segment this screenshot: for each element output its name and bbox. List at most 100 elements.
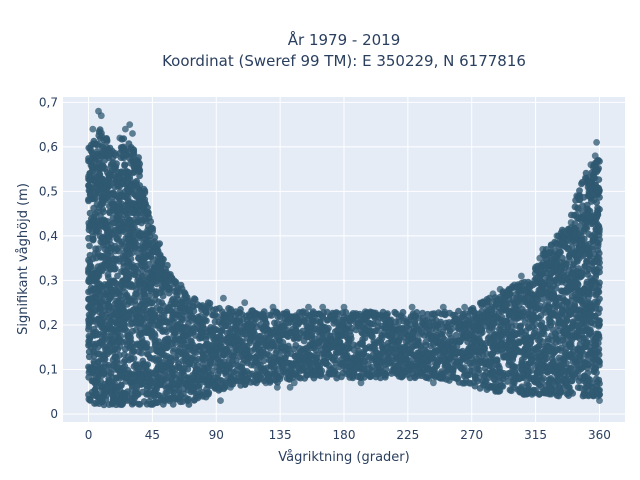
data-point [460, 364, 468, 371]
data-point [127, 334, 134, 342]
data-point [117, 333, 125, 340]
data-point [161, 368, 168, 375]
data-point [115, 351, 123, 359]
data-point [539, 295, 547, 303]
data-point [133, 218, 140, 226]
data-point [506, 291, 514, 299]
data-point [413, 309, 421, 316]
data-point [151, 234, 159, 241]
data-point [112, 279, 120, 287]
data-point [452, 331, 460, 339]
data-point [138, 273, 146, 280]
data-point [98, 298, 106, 305]
data-point [395, 318, 402, 326]
data-point [531, 320, 539, 328]
data-point [374, 327, 381, 334]
data-point [164, 261, 171, 269]
data-point [527, 338, 535, 346]
data-point [368, 364, 376, 371]
data-point [146, 292, 153, 300]
data-point [546, 303, 554, 311]
data-point [419, 309, 426, 317]
data-point [474, 364, 481, 371]
data-point [167, 354, 175, 361]
data-point [559, 306, 566, 314]
data-point [548, 319, 556, 327]
data-point [103, 136, 111, 144]
data-point [148, 224, 156, 232]
data-point [382, 371, 390, 378]
data-point [139, 373, 147, 381]
data-point [95, 245, 102, 253]
data-point [190, 307, 198, 315]
data-point [159, 287, 167, 295]
data-point [90, 195, 98, 203]
data-point [93, 383, 100, 390]
data-point [344, 344, 352, 352]
data-point [136, 160, 144, 168]
data-point [574, 281, 582, 289]
data-point [437, 318, 445, 326]
data-point [214, 313, 222, 321]
data-point [260, 357, 268, 365]
data-point [144, 209, 152, 217]
data-point [557, 248, 564, 256]
data-point [260, 308, 268, 315]
data-point [136, 166, 144, 174]
data-point [301, 374, 309, 382]
data-point [552, 285, 560, 292]
data-point [120, 358, 128, 366]
data-point [172, 371, 180, 379]
data-point [195, 384, 203, 392]
data-point [227, 305, 235, 313]
data-point [528, 367, 535, 374]
data-point [154, 241, 162, 249]
data-point [471, 382, 479, 390]
data-point [382, 365, 390, 373]
data-point [178, 317, 186, 324]
data-point [120, 320, 128, 327]
data-point [130, 355, 138, 362]
data-point [567, 388, 575, 395]
data-point [171, 279, 179, 287]
data-point [207, 356, 215, 364]
data-point [98, 129, 105, 137]
data-point [499, 382, 507, 390]
data-point [511, 306, 519, 313]
data-point [479, 329, 486, 336]
data-point [559, 254, 566, 262]
data-point [136, 172, 144, 180]
data-point [92, 299, 100, 307]
data-point [185, 395, 193, 403]
data-point [165, 289, 173, 297]
data-point [568, 365, 575, 372]
data-point [184, 365, 192, 373]
data-point [568, 244, 576, 251]
data-point [130, 146, 138, 154]
data-point [138, 349, 145, 357]
data-point [113, 160, 120, 168]
data-point [540, 375, 547, 382]
data-point [415, 337, 422, 344]
data-point [203, 317, 210, 325]
data-point [252, 316, 260, 323]
data-point [504, 378, 511, 385]
data-point [99, 206, 107, 213]
data-point [539, 338, 546, 346]
data-point [112, 265, 119, 273]
data-point [141, 189, 149, 197]
data-point [525, 382, 532, 389]
data-point [151, 332, 159, 340]
data-point [110, 202, 117, 210]
data-point [167, 359, 175, 366]
data-point [86, 242, 93, 250]
data-point [576, 187, 583, 195]
data-point [276, 375, 284, 383]
data-point [146, 260, 153, 268]
data-point [159, 255, 166, 263]
data-point [89, 236, 97, 244]
data-point [114, 272, 121, 280]
data-point [85, 323, 93, 330]
data-point [332, 356, 340, 364]
data-point [313, 354, 321, 362]
